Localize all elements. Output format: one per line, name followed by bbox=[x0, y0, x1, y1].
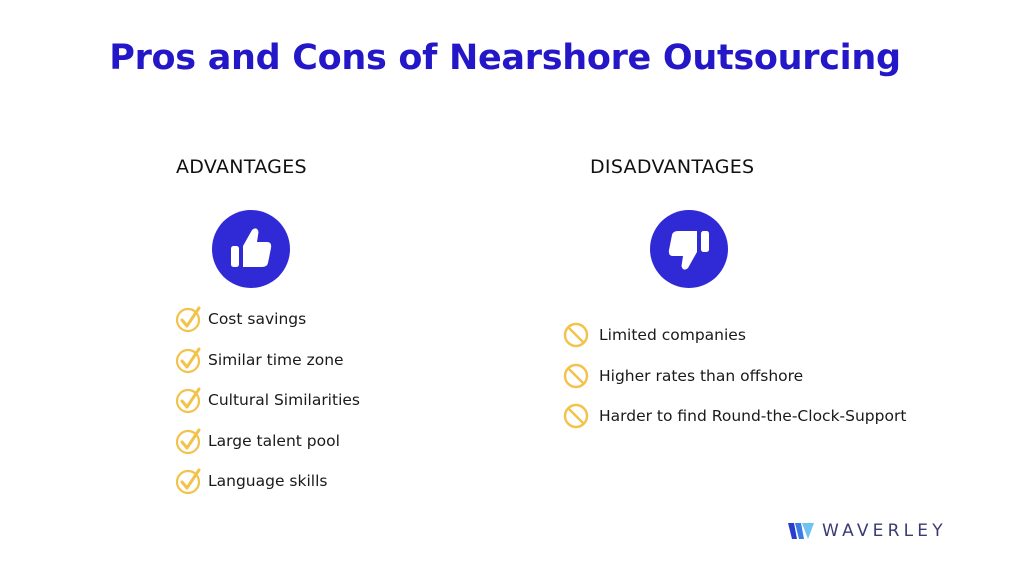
thumbs-up-icon bbox=[212, 210, 290, 288]
waverley-logo-icon bbox=[788, 523, 814, 539]
page-title: Pros and Cons of Nearshore Outsourcing bbox=[109, 38, 901, 78]
check-icon bbox=[175, 306, 201, 333]
waverley-logo: WAVERLEY bbox=[788, 521, 947, 541]
disadvantage-text: Harder to find Round-the-Clock-Support bbox=[599, 407, 907, 426]
disadvantage-text: Higher rates than offshore bbox=[599, 366, 804, 385]
thumbs-down-icon bbox=[650, 210, 728, 288]
advantage-text: Language skills bbox=[208, 472, 328, 491]
list-item: Harder to find Round-the-Clock-Support bbox=[561, 396, 906, 437]
logo-text: WAVERLEY bbox=[822, 521, 947, 541]
advantage-text: Cultural Similarities bbox=[208, 391, 360, 410]
list-item: Limited companies bbox=[561, 315, 906, 356]
advantages-heading: ADVANTAGES bbox=[176, 156, 307, 178]
disadvantage-text: Limited companies bbox=[599, 326, 746, 345]
check-icon bbox=[175, 468, 201, 495]
prohibited-icon bbox=[563, 363, 589, 388]
advantage-text: Cost savings bbox=[208, 310, 307, 329]
advantage-text: Large talent pool bbox=[208, 431, 340, 450]
list-item: Similar time zone bbox=[174, 340, 360, 381]
prohibited-icon bbox=[563, 323, 589, 348]
advantages-list: Cost savings Similar time zone Cultural … bbox=[174, 299, 360, 502]
list-item: Language skills bbox=[174, 461, 360, 502]
disadvantages-heading: DISADVANTAGES bbox=[590, 156, 755, 178]
list-item: Cultural Similarities bbox=[174, 380, 360, 421]
disadvantages-list: Limited companies Higher rates than offs… bbox=[561, 315, 906, 437]
list-item: Cost savings bbox=[174, 299, 360, 340]
advantage-text: Similar time zone bbox=[208, 350, 344, 369]
list-item: Higher rates than offshore bbox=[561, 356, 906, 397]
prohibited-icon bbox=[563, 404, 589, 429]
list-item: Large talent pool bbox=[174, 421, 360, 462]
check-icon bbox=[175, 387, 201, 414]
check-icon bbox=[175, 347, 201, 373]
check-icon bbox=[175, 428, 201, 454]
